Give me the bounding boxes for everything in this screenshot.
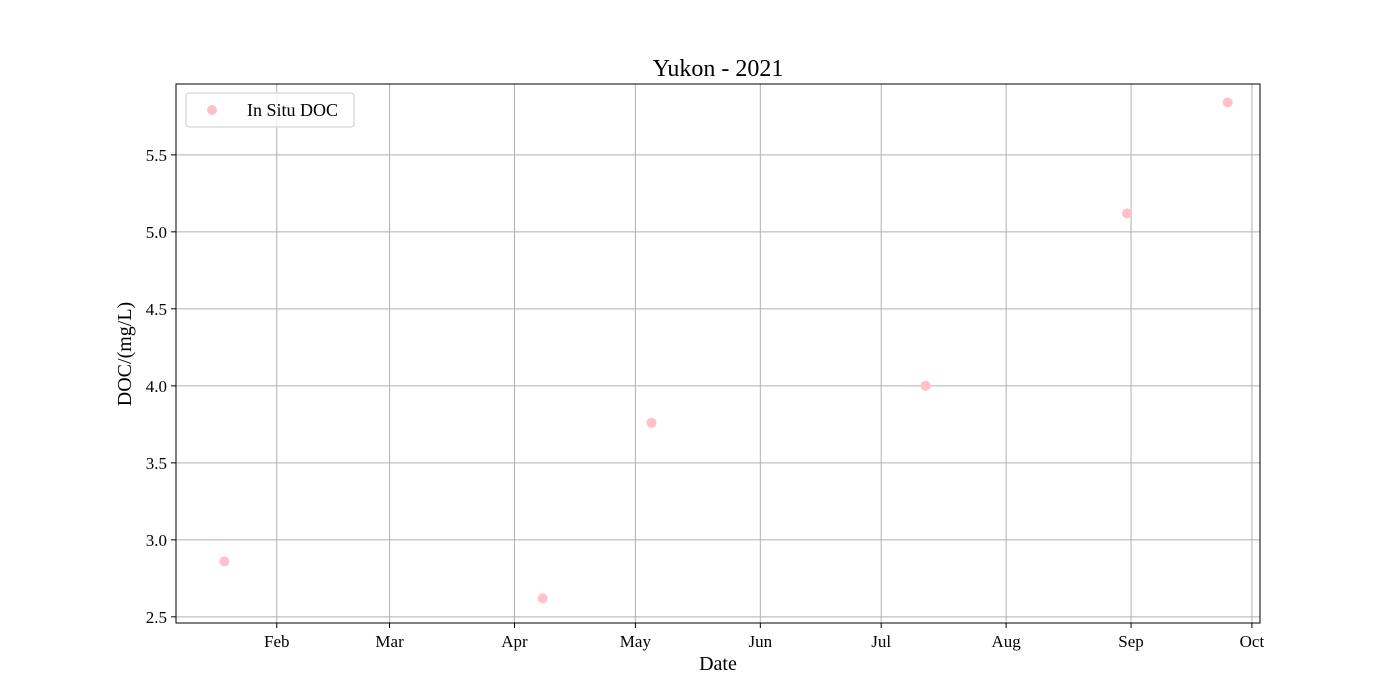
data-point <box>1122 208 1133 219</box>
legend-label: In Situ DOC <box>247 100 338 120</box>
x-axis-ticks: Feb Mar Apr May Jun Jul Aug Sep Oct <box>264 623 1264 651</box>
x-tick-label: Feb <box>264 632 290 651</box>
data-point <box>920 380 931 391</box>
grid <box>176 84 1260 623</box>
y-tick-label: 5.5 <box>146 146 167 165</box>
data-point <box>537 593 548 604</box>
data-point <box>646 417 657 428</box>
data-points <box>219 97 1233 604</box>
y-tick-label: 4.0 <box>146 377 167 396</box>
y-tick-label: 3.0 <box>146 531 167 550</box>
x-tick-label: May <box>620 632 652 651</box>
y-tick-label: 3.5 <box>146 454 167 473</box>
x-tick-label: Aug <box>991 632 1021 651</box>
x-tick-label: Sep <box>1118 632 1144 651</box>
y-tick-label: 5.0 <box>146 223 167 242</box>
y-axis-ticks: 2.5 3.0 3.5 4.0 4.5 5.0 5.5 <box>146 146 176 627</box>
data-point <box>1222 97 1233 108</box>
legend-marker <box>207 105 217 115</box>
data-point <box>219 556 230 567</box>
legend: In Situ DOC <box>185 92 355 128</box>
x-tick-label: Jun <box>748 632 772 651</box>
legend-box <box>185 92 355 128</box>
x-tick-label: Mar <box>375 632 404 651</box>
x-axis-label: Date <box>699 653 737 675</box>
y-tick-label: 2.5 <box>146 608 167 627</box>
y-axis-label: DOC/(mg/L) <box>114 302 136 406</box>
plot-frame <box>175 83 1261 624</box>
chart-title: Yukon - 2021 <box>653 56 784 82</box>
x-tick-label: Apr <box>501 632 528 651</box>
y-tick-label: 4.5 <box>146 300 167 319</box>
x-tick-label: Oct <box>1240 632 1265 651</box>
x-tick-label: Jul <box>871 632 891 651</box>
